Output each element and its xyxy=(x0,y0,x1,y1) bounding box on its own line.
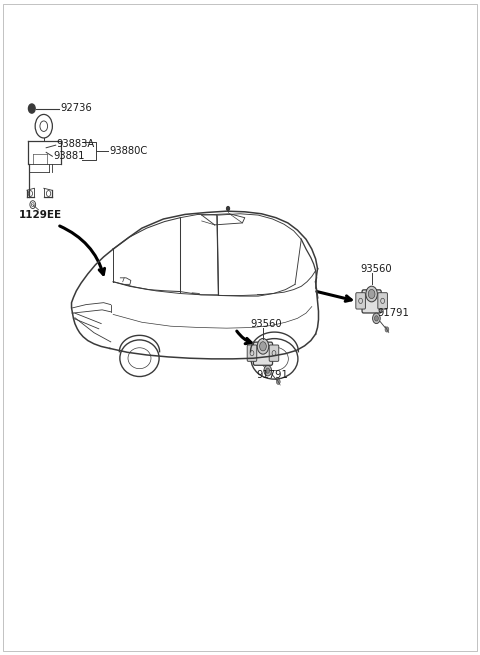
Circle shape xyxy=(385,327,389,332)
Circle shape xyxy=(264,365,272,376)
FancyBboxPatch shape xyxy=(378,293,387,309)
FancyBboxPatch shape xyxy=(247,345,257,362)
Circle shape xyxy=(374,316,378,321)
Text: 91791: 91791 xyxy=(257,369,288,379)
FancyArrowPatch shape xyxy=(317,291,351,301)
Text: 92736: 92736 xyxy=(60,103,92,113)
FancyBboxPatch shape xyxy=(362,290,381,313)
Circle shape xyxy=(368,290,375,299)
Text: 93880C: 93880C xyxy=(109,145,147,156)
Circle shape xyxy=(266,368,270,373)
FancyBboxPatch shape xyxy=(269,345,279,362)
Text: 93560: 93560 xyxy=(251,319,282,329)
Text: 93883A: 93883A xyxy=(57,140,95,149)
Circle shape xyxy=(227,206,229,210)
Circle shape xyxy=(260,342,266,351)
Text: 93560: 93560 xyxy=(360,264,392,274)
Text: 1129EE: 1129EE xyxy=(19,210,62,220)
Circle shape xyxy=(28,104,35,113)
Text: 93881: 93881 xyxy=(53,151,85,161)
Circle shape xyxy=(257,339,269,354)
FancyArrowPatch shape xyxy=(60,226,105,274)
FancyBboxPatch shape xyxy=(253,342,273,365)
Text: 91791: 91791 xyxy=(377,308,409,318)
Circle shape xyxy=(372,313,380,324)
Circle shape xyxy=(276,379,280,384)
FancyBboxPatch shape xyxy=(356,293,365,309)
Circle shape xyxy=(366,286,377,302)
FancyArrowPatch shape xyxy=(237,331,252,344)
